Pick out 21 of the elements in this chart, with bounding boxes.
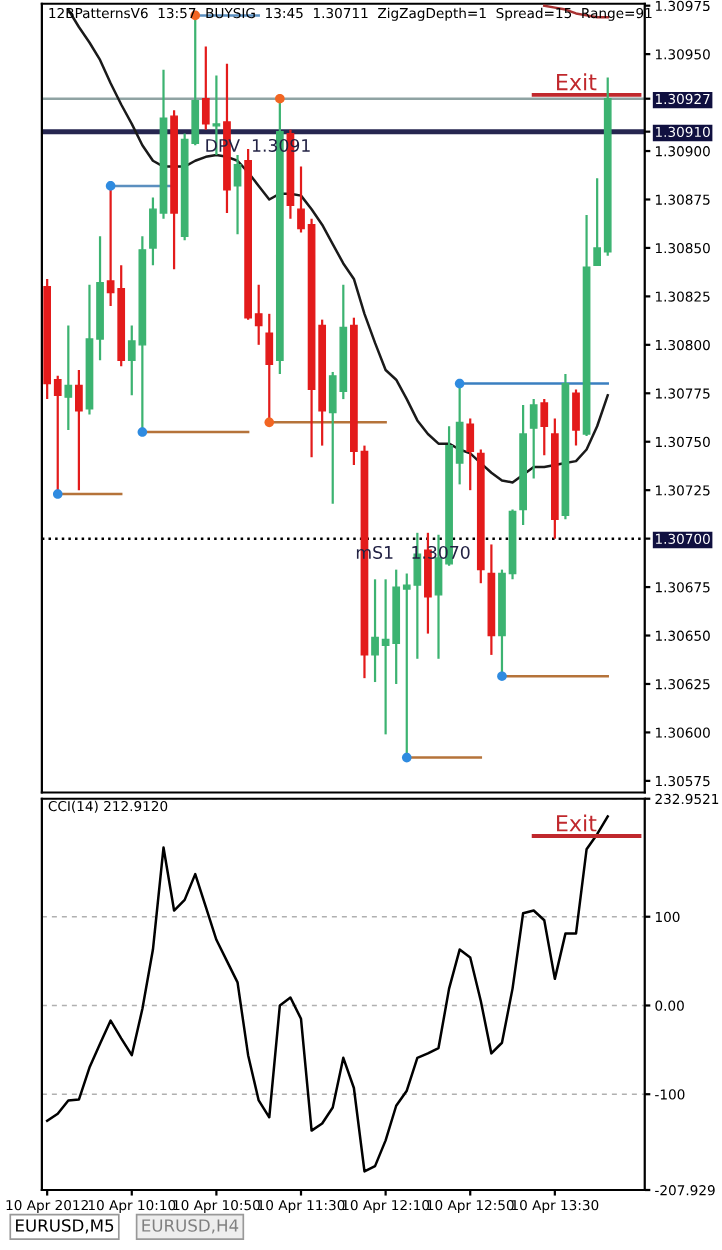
candlestick [64, 324, 73, 432]
text: EURUSD,M5 [16, 1219, 114, 1234]
candlestick [529, 397, 538, 480]
point [497, 671, 507, 682]
point [275, 93, 285, 104]
point [105, 181, 116, 191]
text: EURUSD,H4 [142, 1219, 239, 1234]
point [264, 417, 275, 428]
point [401, 752, 412, 763]
series-label: Exit [557, 73, 597, 91]
point [137, 427, 148, 437]
point [454, 378, 465, 389]
candlestick [572, 388, 580, 447]
candlestick [233, 153, 242, 236]
candlestick [201, 45, 210, 131]
candlestick [540, 397, 549, 457]
point [52, 489, 63, 499]
series-label: Exit [557, 814, 597, 832]
candlestick [265, 312, 274, 424]
candlestick [75, 368, 83, 492]
candlestick [466, 417, 475, 492]
